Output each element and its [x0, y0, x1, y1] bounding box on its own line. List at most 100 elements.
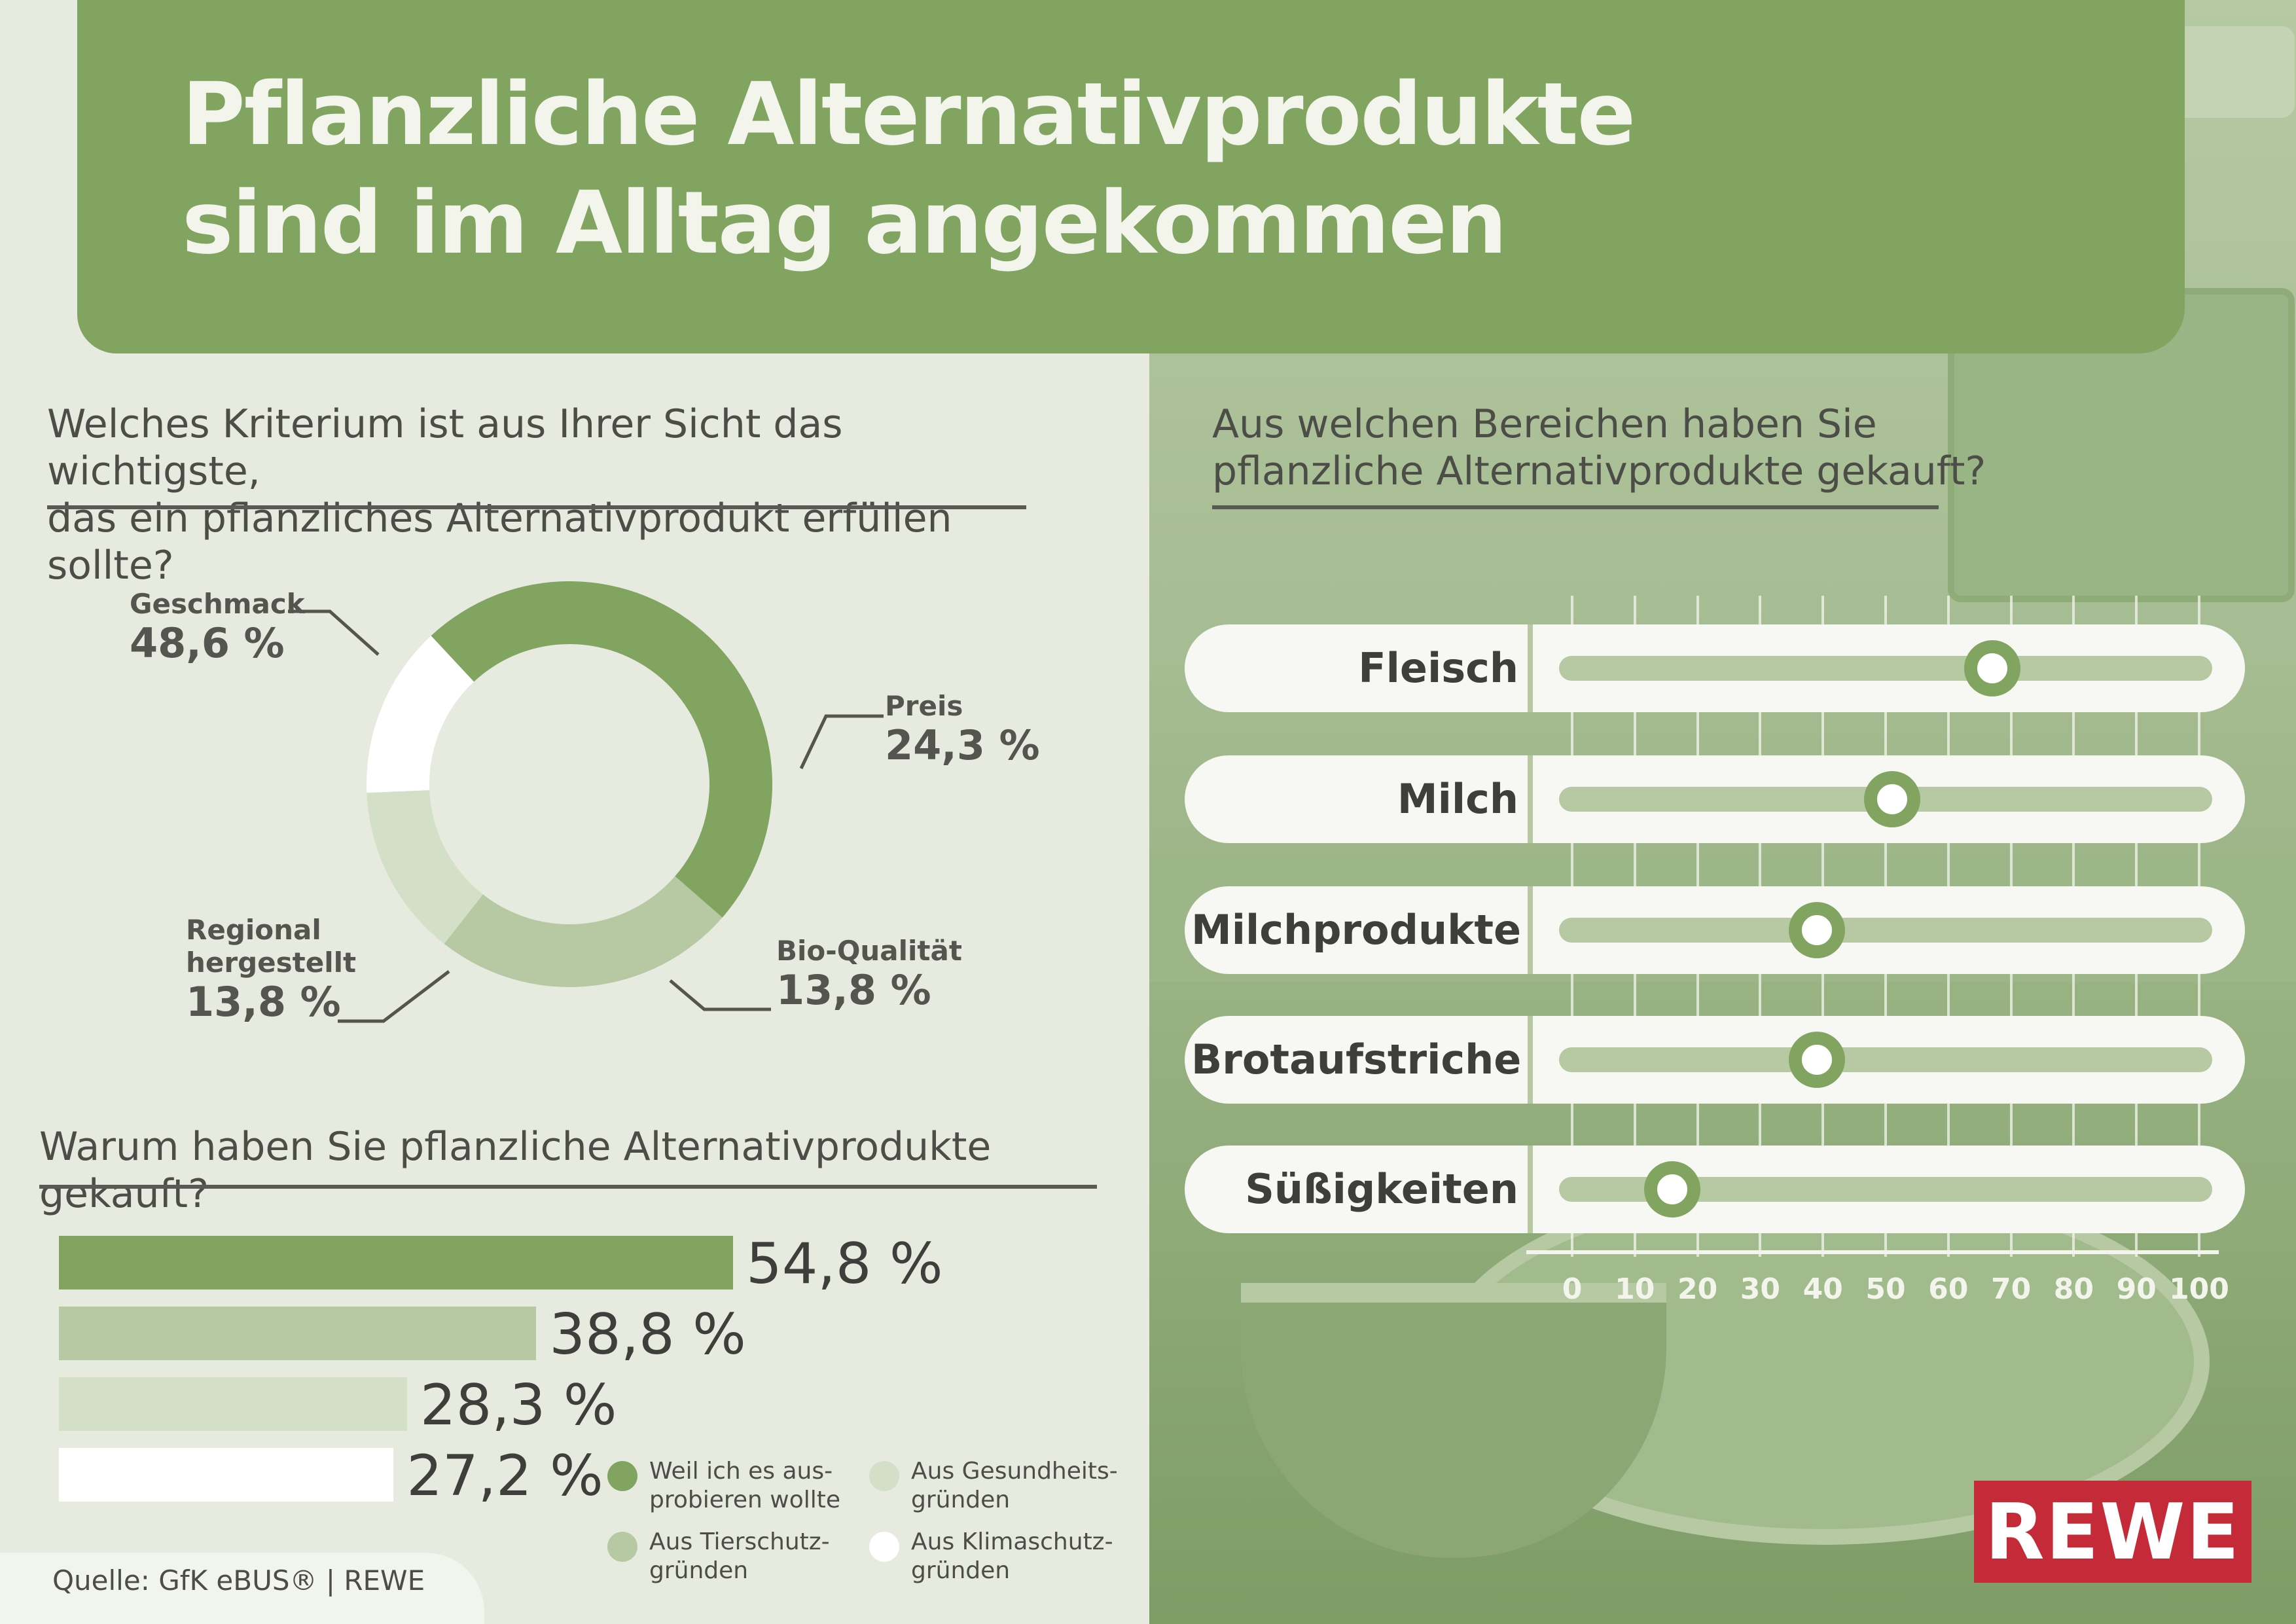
donut-slice-preis — [444, 876, 723, 987]
legend-klimaschutz-line-1: Aus Klimaschutz- — [911, 1528, 1113, 1555]
reason-bar-value-2: 38,8 % — [549, 1302, 746, 1367]
title-line-2: sind im Alltag angekommen — [182, 173, 1507, 274]
tick-label-10: 10 — [1615, 1272, 1655, 1306]
label-geschmack: Geschmack 48,6 % — [130, 588, 305, 666]
title-line-1: Pflanzliche Alternativprodukte — [182, 64, 1636, 165]
page-title: Pflanzliche Alternativprodukte sind im A… — [182, 60, 1687, 278]
tick-label-50: 50 — [1865, 1272, 1906, 1306]
leader-line-bio-qualitaet — [669, 979, 771, 1011]
category-label-5: Süßigkeiten — [1245, 1165, 1518, 1213]
donut-slice-regional-hergestellt — [367, 636, 475, 793]
axis-baseline — [1526, 1250, 2219, 1254]
reason-bar-2 — [59, 1307, 537, 1360]
question-categories: Aus welchen Bereichen haben Sie pflanzli… — [1212, 401, 2128, 495]
category-divider-3 — [1528, 886, 1533, 974]
label-bio-qualitaet-name: Bio-Qualität — [776, 935, 962, 967]
reason-bar-value-4: 27,2 % — [406, 1443, 603, 1509]
legend-text-klimaschutz: Aus Klimaschutz- gründen — [911, 1528, 1113, 1585]
category-divider-4 — [1528, 1016, 1533, 1104]
category-track-3 — [1559, 918, 2212, 943]
rewe-logo: REWE — [1974, 1481, 2251, 1583]
legend-dot-gesundheit — [869, 1461, 899, 1491]
legend-item-gesundheit: Aus Gesundheits- gründen — [869, 1458, 1144, 1520]
donut-leader-lines — [288, 609, 884, 1023]
legend-dot-ausprobieren — [607, 1461, 637, 1491]
legend-text-gesundheit: Aus Gesundheits- gründen — [911, 1457, 1118, 1515]
legend-item-tierschutz: Aus Tierschutz- gründen — [607, 1528, 882, 1591]
donut-slice-bio-qualit-t — [367, 790, 483, 944]
legend-gesundheit-line-2: gründen — [911, 1487, 1011, 1513]
legend-dot-tierschutz — [607, 1532, 637, 1562]
legend-text-tierschutz: Aus Tierschutz- gründen — [649, 1528, 830, 1585]
label-preis-name: Preis — [885, 690, 963, 722]
legend-klimaschutz-line-2: gründen — [911, 1557, 1011, 1584]
legend-tierschutz-line-2: gründen — [649, 1557, 749, 1584]
category-track-1 — [1559, 656, 2212, 681]
tick-label-80: 80 — [2053, 1272, 2094, 1306]
category-divider-5 — [1528, 1146, 1533, 1233]
label-geschmack-value: 48,6 % — [130, 619, 285, 667]
reason-bar-value-3: 28,3 % — [420, 1373, 617, 1438]
category-marker-3 — [1788, 902, 1845, 958]
category-label-2: Milch — [1397, 775, 1518, 823]
legend-gesundheit-line-1: Aus Gesundheits- — [911, 1458, 1118, 1485]
legend-ausprobieren-line-2: probieren wollte — [649, 1487, 841, 1513]
category-divider-1 — [1528, 624, 1533, 712]
source-text: Quelle: GfK eBUS® | REWE — [52, 1564, 425, 1597]
label-regional-name-line-1: Regional — [186, 914, 321, 946]
categories-track-chart: Fleisch Milch Milchprodukte Brotaufstriche S… — [1178, 589, 2251, 1306]
label-regional-value: 13,8 % — [186, 978, 341, 1026]
question-criterion: Welches Kriterium ist aus Ihrer Sicht da… — [47, 401, 1055, 589]
legend-item-klimaschutz: Aus Klimaschutz- gründen — [869, 1528, 1144, 1591]
tick-label-100: 100 — [2169, 1272, 2229, 1306]
header-banner — [77, 0, 2185, 353]
leader-line-preis — [799, 714, 884, 770]
legend-dot-klimaschutz — [869, 1532, 899, 1562]
tick-label-40: 40 — [1803, 1272, 1843, 1306]
question-categories-line-2: pflanzliche Alternativprodukte gekauft? — [1212, 448, 1986, 494]
question-categories-rule — [1212, 505, 1939, 509]
reason-bar-value-1: 54,8 % — [746, 1231, 943, 1297]
category-label-1: Fleisch — [1358, 644, 1518, 692]
tick-label-70: 70 — [1990, 1272, 2032, 1306]
question-criterion-line-1: Welches Kriterium ist aus Ihrer Sicht da… — [47, 401, 843, 494]
category-marker-5 — [1644, 1161, 1701, 1218]
label-preis: Preis 24,3 % — [885, 690, 1040, 768]
category-marker-4 — [1788, 1032, 1845, 1088]
legend-text-ausprobieren: Weil ich es aus- probieren wollte — [649, 1457, 840, 1515]
legend-item-ausprobieren: Weil ich es aus- probieren wollte — [607, 1458, 882, 1520]
tick-label-60: 60 — [1928, 1272, 1969, 1306]
category-marker-1 — [1964, 640, 2020, 696]
category-divider-2 — [1528, 755, 1533, 843]
leader-line-regional — [338, 970, 450, 1023]
label-regional-name-line-2: hergestellt — [186, 947, 357, 979]
question-reasons-rule — [39, 1185, 1097, 1189]
label-geschmack-name: Geschmack — [130, 588, 305, 620]
label-bio-qualitaet-value: 13,8 % — [776, 966, 931, 1014]
tick-label-30: 30 — [1740, 1272, 1780, 1306]
reasons-bar-chart: 54,8 % 38,8 % 28,3 % 27,2 % — [59, 1231, 1041, 1511]
reason-bar-4 — [59, 1448, 394, 1502]
question-criterion-line-2: das ein pflanzliches Alternativprodukt e… — [47, 496, 952, 588]
category-label-4: Brotaufstriche — [1191, 1036, 1522, 1083]
question-reasons-line-1: Warum haben Sie pflanzliche Alternativpr… — [39, 1124, 992, 1217]
category-marker-2 — [1863, 771, 1920, 827]
donut-slice-geschmack — [431, 581, 772, 918]
criterion-donut-chart — [367, 581, 772, 987]
reason-bar-1 — [59, 1236, 733, 1290]
legend-ausprobieren-line-1: Weil ich es aus- — [649, 1458, 833, 1485]
label-preis-value: 24,3 % — [885, 721, 1040, 769]
category-track-4 — [1559, 1047, 2212, 1072]
question-reasons: Warum haben Sie pflanzliche Alternativpr… — [39, 1123, 1113, 1218]
tick-label-20: 20 — [1677, 1272, 1718, 1306]
source-box — [0, 1553, 484, 1624]
tick-label-90: 90 — [2116, 1272, 2157, 1306]
category-label-3: Milchprodukte — [1191, 906, 1522, 954]
question-categories-line-1: Aus welchen Bereichen haben Sie — [1212, 401, 1877, 447]
leader-line-geschmack — [288, 609, 380, 656]
label-regional: Regional hergestellt 13,8 % — [186, 914, 356, 1025]
question-criterion-rule — [47, 505, 1026, 509]
legend-tierschutz-line-1: Aus Tierschutz- — [649, 1528, 830, 1555]
tick-label-0: 0 — [1562, 1272, 1583, 1306]
label-bio-qualitaet: Bio-Qualität 13,8 % — [776, 935, 962, 1013]
